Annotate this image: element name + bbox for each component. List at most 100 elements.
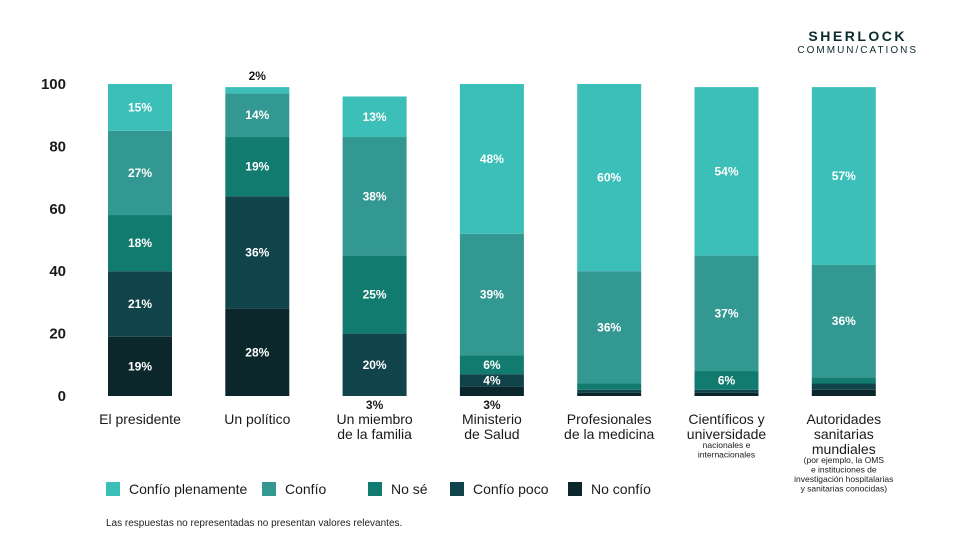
data-label: 38% bbox=[363, 189, 387, 203]
bar-segment bbox=[694, 392, 759, 396]
bar-segment bbox=[577, 84, 642, 272]
bar-segment bbox=[577, 392, 642, 396]
x-category-label: sanitarias bbox=[814, 426, 874, 442]
data-label: 18% bbox=[128, 236, 152, 250]
bar-segment bbox=[342, 255, 407, 334]
legend-swatch bbox=[106, 482, 120, 496]
x-category-label: Un político bbox=[224, 411, 290, 427]
data-label: 25% bbox=[363, 288, 387, 302]
bar-segment bbox=[459, 386, 524, 396]
data-label: 15% bbox=[128, 100, 152, 114]
logo-line2: COMMUN/CATIONS bbox=[797, 45, 918, 56]
data-label: 36% bbox=[832, 314, 856, 328]
bar-segment bbox=[694, 255, 759, 372]
data-label: 28% bbox=[245, 345, 269, 359]
bar-segment bbox=[577, 383, 642, 390]
bar-segment bbox=[459, 84, 524, 234]
x-category-label: mundiales bbox=[812, 441, 876, 457]
x-category-sublabel: e instituciones de bbox=[811, 465, 877, 475]
y-tick-label: 0 bbox=[58, 388, 66, 405]
x-category-sublabel: y sanitarias conocidas) bbox=[801, 484, 888, 494]
data-label: 37% bbox=[714, 306, 738, 320]
bar-segment bbox=[811, 377, 876, 384]
x-category-label: Autoridades bbox=[806, 411, 881, 427]
bar-segment bbox=[225, 93, 290, 138]
bar-segment bbox=[811, 87, 876, 265]
data-label: 20% bbox=[363, 358, 387, 372]
legend-label: No confío bbox=[591, 481, 651, 497]
y-tick-label: 20 bbox=[49, 326, 66, 343]
bar-segment bbox=[225, 87, 290, 94]
bar-segment bbox=[459, 233, 524, 356]
bar-segment bbox=[811, 383, 876, 390]
data-label: 19% bbox=[245, 160, 269, 174]
legend-swatch bbox=[450, 482, 464, 496]
legend-swatch bbox=[568, 482, 582, 496]
legend-label: Confío poco bbox=[473, 481, 549, 497]
y-tick-label: 60 bbox=[49, 201, 66, 218]
bar-segment bbox=[108, 215, 172, 272]
legend-label: Confío bbox=[285, 481, 326, 497]
bar-segment bbox=[694, 371, 759, 390]
legend-swatch bbox=[368, 482, 382, 496]
data-label: 54% bbox=[714, 164, 738, 178]
x-category-sublabel: (por ejemplo, la OMS bbox=[804, 455, 885, 465]
y-tick-label: 80 bbox=[49, 138, 66, 155]
data-label: 19% bbox=[128, 359, 152, 373]
bar-segment bbox=[108, 84, 172, 131]
bar-segment bbox=[342, 137, 407, 256]
x-category-label: Un miembro bbox=[336, 411, 412, 427]
x-category-sublabel: nacionales e bbox=[703, 440, 751, 450]
data-label: 27% bbox=[128, 166, 152, 180]
bar-segment bbox=[459, 374, 524, 387]
data-label: 60% bbox=[597, 171, 621, 185]
bar-segment bbox=[342, 333, 407, 396]
bar-segment bbox=[694, 87, 759, 256]
data-label: 14% bbox=[245, 108, 269, 122]
y-tick-label: 40 bbox=[49, 263, 66, 280]
legend-label: Confío plenamente bbox=[129, 481, 248, 497]
bar-segment bbox=[577, 271, 642, 384]
bar-segment bbox=[342, 96, 407, 138]
data-label: 4% bbox=[483, 373, 501, 387]
bar-segment bbox=[811, 264, 876, 378]
x-category-label: de la familia bbox=[337, 426, 412, 442]
bar-segment bbox=[108, 130, 172, 216]
data-label: 36% bbox=[245, 245, 269, 259]
data-label: 36% bbox=[597, 320, 621, 334]
data-label-outside: 3% bbox=[483, 398, 501, 412]
bar-segment bbox=[694, 389, 759, 393]
footnote: Las respuestas no representadas no prese… bbox=[106, 518, 403, 529]
brand-logo: SHERLOCK COMMUN/CATIONS bbox=[797, 28, 918, 56]
x-category-label: El presidente bbox=[99, 411, 181, 427]
bar-segment bbox=[225, 137, 290, 197]
legend-swatch bbox=[262, 482, 276, 496]
x-category-label: universidade bbox=[687, 426, 767, 442]
x-category-label: de Salud bbox=[464, 426, 519, 442]
bar-segment bbox=[108, 336, 172, 396]
data-label: 6% bbox=[718, 373, 736, 387]
x-category-sublabel: internacionales bbox=[698, 450, 755, 460]
bar-segment bbox=[577, 389, 642, 393]
data-label-outside: 2% bbox=[249, 69, 267, 83]
data-label: 57% bbox=[832, 169, 856, 183]
data-label-outside: 3% bbox=[366, 398, 384, 412]
bar-segment bbox=[108, 271, 172, 337]
x-category-label: Profesionales bbox=[567, 411, 652, 427]
bar-segment bbox=[225, 308, 290, 396]
data-label: 21% bbox=[128, 297, 152, 311]
x-category-label: Científicos y bbox=[688, 411, 764, 427]
bar-segment bbox=[225, 196, 290, 309]
x-category-label: Ministerio bbox=[462, 411, 522, 427]
bar-segment bbox=[459, 355, 524, 375]
x-category-label: de la medicina bbox=[564, 426, 654, 442]
data-label: 6% bbox=[483, 358, 501, 372]
logo-line1: SHERLOCK bbox=[808, 28, 907, 44]
bar-segment bbox=[811, 389, 876, 396]
legend-label: No sé bbox=[391, 481, 428, 497]
x-category-sublabel: investigación hospitalarias bbox=[794, 474, 893, 484]
data-label: 39% bbox=[480, 288, 504, 302]
data-label: 13% bbox=[363, 110, 387, 124]
data-label: 48% bbox=[480, 152, 504, 166]
